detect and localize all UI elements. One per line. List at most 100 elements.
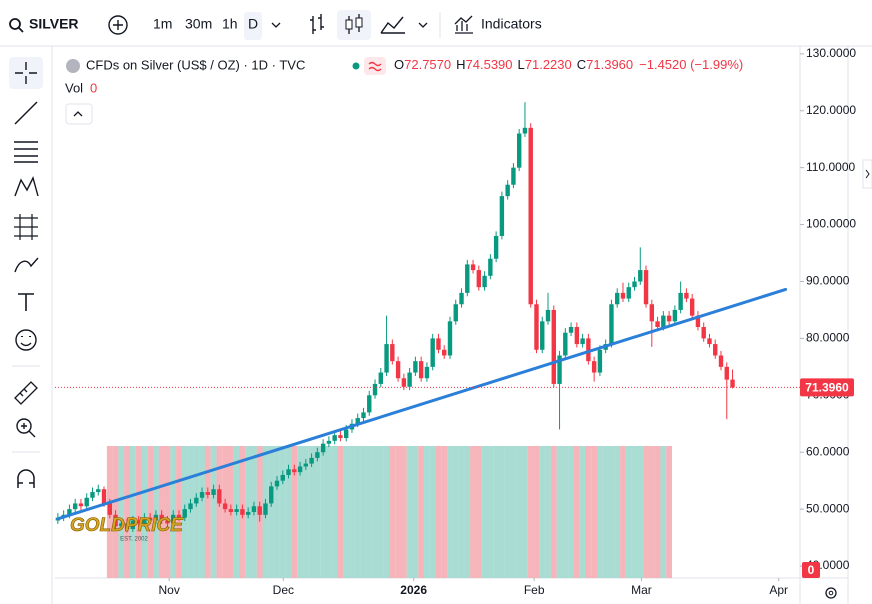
- candle-body: [534, 304, 539, 350]
- candle-body: [718, 355, 724, 367]
- volume-bar: [458, 446, 465, 578]
- candle-body: [251, 506, 257, 512]
- candle-body: [263, 503, 268, 515]
- candle-body: [678, 292, 683, 310]
- candle-body: [424, 366, 430, 379]
- add-symbol[interactable]: [108, 15, 128, 35]
- indicators[interactable]: Indicators: [481, 16, 542, 32]
- candle-body: [159, 514, 164, 521]
- market-status: [352, 62, 360, 70]
- fib-tool[interactable]: [14, 141, 38, 163]
- forecast-tool[interactable]: [14, 214, 38, 240]
- delay-badge: [368, 61, 382, 72]
- area-icon[interactable]: [380, 16, 405, 34]
- volume-bar: [204, 446, 211, 578]
- volume-bar: [320, 446, 327, 578]
- interval-menu[interactable]: [271, 22, 281, 28]
- volume-bar: [147, 446, 154, 578]
- candle-body: [292, 469, 297, 473]
- volume-bar: [291, 446, 298, 578]
- candle-body: [130, 520, 136, 530]
- candle-body: [522, 127, 528, 134]
- indicators-icon[interactable]: [454, 15, 473, 34]
- search-icon[interactable]: [9, 18, 21, 30]
- candle-body: [482, 275, 487, 288]
- volume-bar: [279, 446, 286, 578]
- volume-axis-label: 0: [808, 563, 815, 577]
- interval[interactable]: 1m: [153, 16, 172, 32]
- crosshair-tool[interactable]: [15, 62, 37, 84]
- settings[interactable]: [825, 587, 837, 599]
- volume-bar: [372, 446, 378, 578]
- ohlc-value: 71.2230: [525, 57, 572, 72]
- pattern-tool[interactable]: [14, 176, 39, 197]
- volume-bar: [383, 446, 390, 578]
- candle-body: [245, 511, 251, 515]
- interval[interactable]: 30m: [185, 16, 212, 32]
- ruler-tool[interactable]: [14, 381, 38, 405]
- volume-bar: [199, 446, 205, 578]
- candle-body: [638, 270, 643, 282]
- legend-title[interactable]: CFDs on Silver (US$ / OZ) · 1D · TVC: [86, 57, 305, 72]
- zoom-tool: [21, 423, 36, 438]
- side-handle[interactable]: [862, 159, 872, 189]
- candle-body: [67, 509, 72, 515]
- chart-type-menu[interactable]: [418, 22, 428, 28]
- candle-body: [355, 418, 360, 424]
- candle-body: [124, 523, 130, 530]
- volume-bar: [470, 446, 476, 578]
- candle-body: [609, 304, 614, 345]
- collapse-button: [73, 111, 83, 117]
- candle-body: [280, 474, 285, 481]
- candle-body: [701, 327, 706, 339]
- candle-body: [447, 321, 453, 356]
- interval[interactable]: 1h: [222, 16, 238, 32]
- bars-icon[interactable]: [310, 14, 324, 34]
- candle-body: [240, 509, 245, 515]
- symbol[interactable]: SILVER: [29, 16, 79, 32]
- candle-body: [205, 492, 211, 495]
- add-symbol: [113, 20, 123, 30]
- interval[interactable]: D: [248, 16, 258, 32]
- volume-bar: [441, 446, 448, 578]
- volume-bar: [481, 446, 488, 578]
- last-price-badge: [800, 378, 854, 397]
- candle-body: [343, 429, 349, 438]
- collapse-button[interactable]: [65, 103, 93, 125]
- candle-body: [442, 349, 447, 356]
- volume-bar: [550, 446, 557, 578]
- symbol-logo: [66, 59, 80, 73]
- candle-body: [286, 469, 291, 475]
- candle-body: [453, 304, 458, 322]
- candle-body: [361, 412, 366, 419]
- volume-bar: [562, 446, 569, 578]
- candle-body: [119, 523, 124, 527]
- volume-bar: [585, 446, 592, 578]
- candle-body: [707, 338, 712, 345]
- trendline-tool[interactable]: [14, 101, 38, 125]
- magnet-tool[interactable]: [17, 469, 35, 488]
- brush-tool[interactable]: [14, 257, 39, 273]
- candle-body: [234, 509, 239, 512]
- text-tool[interactable]: [18, 293, 34, 311]
- ohlc-value: 71.3960: [586, 57, 633, 72]
- candle-body: [470, 264, 476, 271]
- ohlc-letter: H: [456, 57, 465, 72]
- candle-body: [574, 327, 580, 345]
- candle-body: [557, 355, 562, 384]
- zoom-tool[interactable]: [16, 418, 32, 434]
- candle-body: [84, 497, 89, 507]
- candle-body: [626, 287, 631, 299]
- watermark-est: EST. 2002: [120, 537, 148, 543]
- candle-body: [672, 309, 678, 322]
- candle-body: [563, 332, 568, 356]
- candle-body: [551, 309, 556, 384]
- side-handle: [865, 169, 870, 179]
- volume-bar: [625, 446, 632, 578]
- candle-body: [666, 315, 672, 322]
- y-tick-label: 50.0000: [806, 501, 850, 515]
- legend-bg: [62, 54, 762, 78]
- y-tick-label: 90.0000: [806, 274, 850, 288]
- emoji-tool[interactable]: [15, 329, 37, 351]
- volume-bar: [666, 446, 673, 578]
